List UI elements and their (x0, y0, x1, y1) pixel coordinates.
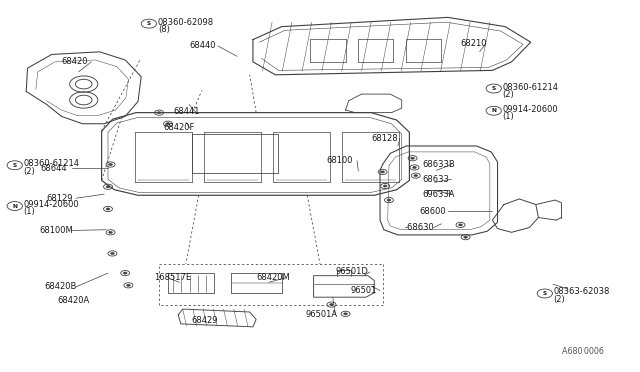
Circle shape (124, 272, 127, 274)
Text: 68129: 68129 (47, 194, 73, 203)
Circle shape (459, 224, 463, 226)
Circle shape (383, 185, 387, 187)
Text: -68630: -68630 (404, 223, 434, 232)
Text: 08360-62098: 08360-62098 (158, 18, 214, 27)
Circle shape (464, 236, 467, 238)
Text: N: N (492, 108, 496, 113)
Text: 68633: 68633 (422, 175, 449, 184)
Text: 96501D: 96501D (336, 267, 369, 276)
Text: 08363-62038: 08363-62038 (554, 288, 610, 296)
Circle shape (111, 252, 115, 254)
Circle shape (413, 166, 417, 169)
Text: 68440: 68440 (189, 41, 216, 51)
Text: 68429: 68429 (191, 316, 218, 325)
Text: (8): (8) (158, 25, 170, 34)
Text: 68644: 68644 (40, 164, 67, 173)
Circle shape (106, 208, 110, 210)
Text: (1): (1) (24, 208, 35, 217)
Text: 68441: 68441 (173, 108, 200, 116)
Text: 08360-61214: 08360-61214 (24, 159, 80, 168)
Text: 09914-20600: 09914-20600 (24, 200, 79, 209)
Circle shape (330, 304, 333, 306)
Text: S: S (492, 86, 496, 91)
Text: 68100: 68100 (326, 156, 353, 165)
Text: 68633B: 68633B (422, 160, 455, 169)
Circle shape (166, 123, 170, 125)
Text: 68420M: 68420M (256, 273, 290, 282)
Text: (2): (2) (24, 167, 35, 176)
Circle shape (157, 112, 161, 114)
Circle shape (344, 313, 348, 315)
Text: (1): (1) (502, 112, 515, 121)
Text: S: S (147, 21, 151, 26)
Text: 96501: 96501 (351, 286, 377, 295)
Text: 68600: 68600 (419, 207, 445, 216)
Circle shape (381, 171, 385, 173)
Text: 68210: 68210 (461, 39, 487, 48)
Text: 68128: 68128 (371, 134, 397, 143)
Text: A680 0006: A680 0006 (563, 347, 604, 356)
Text: 68100M: 68100M (39, 226, 73, 235)
Text: 68420F: 68420F (164, 123, 195, 132)
Text: S: S (543, 291, 547, 296)
Text: 69633A: 69633A (422, 190, 454, 199)
Text: 08360-61214: 08360-61214 (502, 83, 559, 92)
Circle shape (127, 284, 131, 286)
Text: 09914-20600: 09914-20600 (502, 105, 558, 114)
Text: 68420A: 68420A (57, 296, 89, 305)
Text: (2): (2) (502, 90, 515, 99)
Text: 68420: 68420 (61, 57, 88, 66)
Text: 168517E: 168517E (154, 273, 191, 282)
Circle shape (411, 157, 415, 159)
Text: S: S (13, 163, 17, 168)
Text: (2): (2) (554, 295, 566, 304)
Text: 68420B: 68420B (44, 282, 77, 291)
Text: N: N (12, 203, 17, 209)
Circle shape (106, 186, 110, 188)
Circle shape (109, 163, 113, 166)
Circle shape (109, 231, 113, 234)
Circle shape (387, 199, 391, 201)
Circle shape (414, 174, 418, 177)
Text: 96501A: 96501A (306, 311, 338, 320)
